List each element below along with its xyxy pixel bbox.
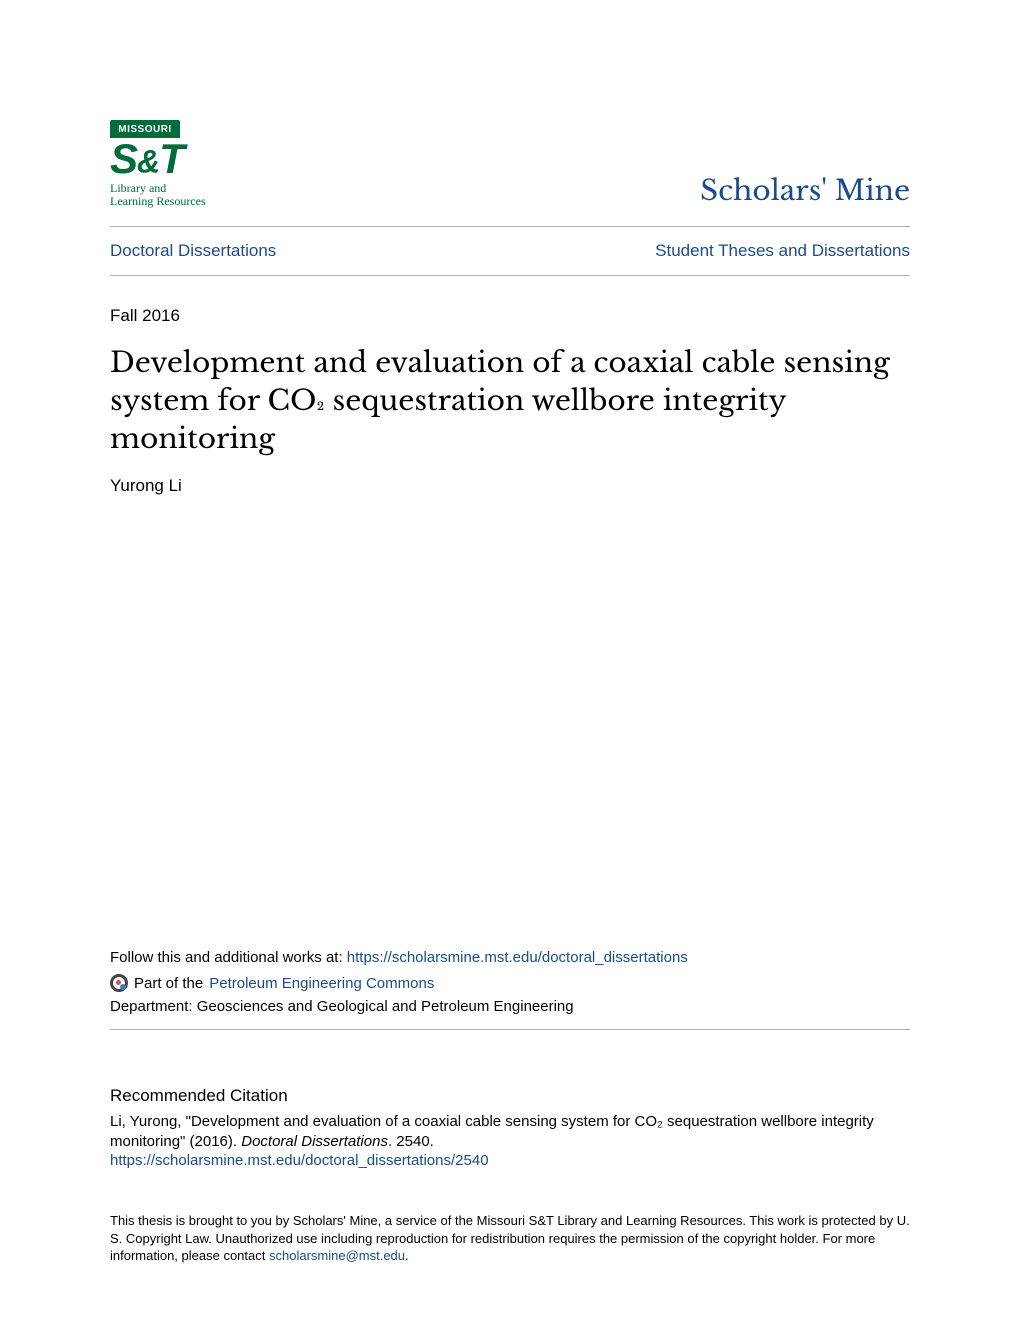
divider (110, 275, 910, 276)
follow-line: Follow this and additional works at: htt… (110, 949, 910, 966)
header: MISSOURI S&T Library and Learning Resour… (110, 120, 910, 208)
citation-text-post: . 2540. (388, 1133, 434, 1150)
citation-heading: Recommended Citation (110, 1086, 910, 1106)
footer-text-pre: This thesis is brought to you by Scholar… (110, 1213, 910, 1263)
site-title-link[interactable]: Scholars' Mine (700, 173, 910, 208)
author-name: Yurong Li (110, 476, 910, 496)
logo-sub-line2: Learning Resources (110, 195, 206, 208)
follow-prefix: Follow this and additional works at: (110, 949, 343, 966)
breadcrumb-nav: Doctoral Dissertations Student Theses an… (110, 227, 910, 275)
logo-sub-line1: Library and (110, 182, 206, 195)
logo-st-wordmark: S&T (110, 140, 184, 178)
nav-parent-collection-link[interactable]: Student Theses and Dissertations (655, 241, 910, 261)
logo-subtitle: Library and Learning Resources (110, 182, 206, 208)
recommended-citation: Recommended Citation Li, Yurong, "Develo… (110, 1086, 910, 1171)
contact-email-link[interactable]: scholarsmine@mst.edu (269, 1248, 405, 1263)
commons-discipline-link[interactable]: Petroleum Engineering Commons (209, 975, 434, 992)
follow-block: Follow this and additional works at: htt… (110, 949, 910, 1030)
citation-series-italic: Doctoral Dissertations (241, 1133, 388, 1150)
footer-text-post: . (405, 1248, 409, 1263)
department-line: Department: Geosciences and Geological a… (110, 998, 910, 1015)
publication-date: Fall 2016 (110, 306, 910, 326)
citation-permalink[interactable]: https://scholarsmine.mst.edu/doctoral_di… (110, 1152, 489, 1169)
footer-fineprint: This thesis is brought to you by Scholar… (110, 1212, 910, 1265)
follow-works-link[interactable]: https://scholarsmine.mst.edu/doctoral_di… (347, 949, 688, 966)
part-of-prefix: Part of the (134, 975, 203, 992)
nav-collection-link[interactable]: Doctoral Dissertations (110, 241, 276, 261)
citation-text-pre: Li, Yurong, "Development and evaluation … (110, 1113, 874, 1150)
institution-logo: MISSOURI S&T Library and Learning Resour… (110, 120, 206, 208)
citation-body: Li, Yurong, "Development and evaluation … (110, 1112, 910, 1153)
divider (110, 1029, 910, 1030)
paper-title: Development and evaluation of a coaxial … (110, 344, 910, 457)
commons-icon (110, 974, 128, 992)
part-of-line: Part of the Petroleum Engineering Common… (110, 974, 910, 992)
